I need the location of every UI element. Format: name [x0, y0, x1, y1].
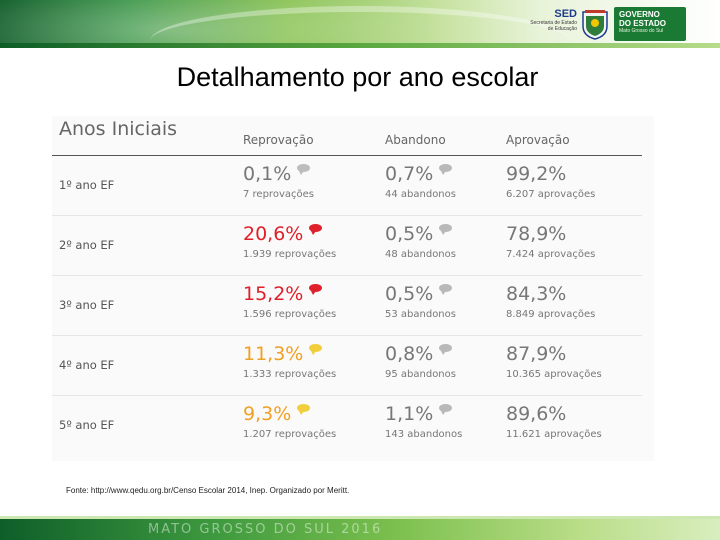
table-row: 1º ano EF 0,1% 7 reprovações 0,7% 44 aba…	[52, 156, 642, 216]
abandono-count: 53 abandonos	[385, 309, 456, 320]
banner-line	[0, 43, 720, 48]
aprovacao-count: 11.621 aprovações	[506, 429, 602, 440]
grade-label: 1º ano EF	[59, 178, 115, 192]
abandono-cell: 0,5% 53 abandonos	[385, 283, 515, 320]
grade-label: 5º ano EF	[59, 418, 115, 432]
aprovacao-count: 6.207 aprovações	[506, 189, 596, 200]
table-row: 4º ano EF 11,3% 1.333 reprovações 0,8% 9…	[52, 336, 642, 396]
aprovacao-cell: 84,3% 8.849 aprovações	[506, 283, 636, 320]
table-header: Anos Iniciais Reprovação Abandono Aprova…	[52, 116, 642, 156]
comment-icon	[309, 224, 323, 235]
government-logo: GOVERNO DO ESTADO Mato Grosso do Sul	[614, 7, 686, 41]
slide-title: Detalhamento por ano escolar	[176, 62, 539, 92]
gov-line2: DO ESTADO	[619, 19, 666, 28]
table-row: 3º ano EF 15,2% 1.596 reprovações 0,5% 5…	[52, 276, 642, 336]
abandono-count: 143 abandonos	[385, 429, 463, 440]
grade-label: 3º ano EF	[59, 298, 115, 312]
sed-line2: de Educação	[547, 26, 577, 32]
sed-logo: SED Secretaria de Estado de Educação	[505, 8, 577, 33]
reprovacao-pct: 11,3%	[243, 343, 304, 365]
table-row: 2º ano EF 20,6% 1.939 reprovações 0,5% 4…	[52, 216, 642, 276]
footer-banner: MATO GROSSO DO SUL 2016	[0, 516, 720, 540]
reprovacao-count: 1.596 reprovações	[243, 309, 337, 320]
grade-label: 4º ano EF	[59, 358, 115, 372]
comment-icon	[439, 284, 453, 295]
header-banner: SED Secretaria de Estado de Educação GOV…	[0, 0, 720, 48]
table-row: 5º ano EF 9,3% 1.207 reprovações 1,1% 14…	[52, 396, 642, 456]
abandono-pct: 0,5%	[385, 223, 434, 245]
grade-label: 2º ano EF	[59, 238, 115, 252]
aprovacao-count: 10.365 aprovações	[506, 369, 602, 380]
reprovacao-count: 1.333 reprovações	[243, 369, 337, 380]
reprovacao-cell: 0,1% 7 reprovações	[243, 163, 373, 200]
gov-sub: Mato Grosso do Sul	[619, 28, 664, 34]
abandono-cell: 1,1% 143 abandonos	[385, 403, 515, 440]
abandono-pct: 0,8%	[385, 343, 434, 365]
aprovacao-cell: 87,9% 10.365 aprovações	[506, 343, 636, 380]
abandono-cell: 0,8% 95 abandonos	[385, 343, 515, 380]
sed-title: SED	[554, 8, 577, 20]
reprovacao-cell: 15,2% 1.596 reprovações	[243, 283, 373, 320]
comment-icon	[297, 404, 311, 415]
comment-icon	[309, 344, 323, 355]
comment-icon	[439, 404, 453, 415]
footer-line	[0, 516, 720, 519]
reprovacao-count: 1.207 reprovações	[243, 429, 337, 440]
aprovacao-pct: 78,9%	[506, 223, 567, 245]
column-header-abandono: Abandono	[385, 133, 446, 147]
source-note: Fonte: http://www.qedu.org.br/Censo Esco…	[66, 486, 350, 495]
aprovacao-cell: 89,6% 11.621 aprovações	[506, 403, 636, 440]
footer-text: MATO GROSSO DO SUL 2016	[148, 522, 383, 537]
aprovacao-pct: 89,6%	[506, 403, 567, 425]
abandono-cell: 0,7% 44 abandonos	[385, 163, 515, 200]
aprovacao-count: 8.849 aprovações	[506, 309, 596, 320]
comment-icon	[439, 224, 453, 235]
reprovacao-pct: 9,3%	[243, 403, 292, 425]
reprovacao-count: 1.939 reprovações	[243, 249, 337, 260]
abandono-count: 48 abandonos	[385, 249, 456, 260]
column-header-aprovacao: Aprovação	[506, 133, 570, 147]
abandono-cell: 0,5% 48 abandonos	[385, 223, 515, 260]
banner-swoosh	[150, 6, 570, 48]
reprovacao-cell: 9,3% 1.207 reprovações	[243, 403, 373, 440]
reprovacao-pct: 20,6%	[243, 223, 304, 245]
sed-line1: Secretaria de Estado	[530, 20, 577, 26]
reprovacao-pct: 15,2%	[243, 283, 304, 305]
comment-icon	[439, 344, 453, 355]
reprovacao-cell: 20,6% 1.939 reprovações	[243, 223, 373, 260]
gov-line1: GOVERNO	[619, 10, 660, 19]
abandono-count: 44 abandonos	[385, 189, 456, 200]
abandono-pct: 0,5%	[385, 283, 434, 305]
aprovacao-cell: 78,9% 7.424 aprovações	[506, 223, 636, 260]
section-title: Anos Iniciais	[59, 118, 178, 140]
aprovacao-pct: 99,2%	[506, 163, 567, 185]
reprovacao-pct: 0,1%	[243, 163, 292, 185]
comment-icon	[309, 284, 323, 295]
abandono-pct: 1,1%	[385, 403, 434, 425]
state-crest-icon	[582, 10, 608, 40]
abandono-pct: 0,7%	[385, 163, 434, 185]
column-header-reprovacao: Reprovação	[243, 133, 314, 147]
comment-icon	[439, 164, 453, 175]
comment-icon	[297, 164, 311, 175]
aprovacao-pct: 84,3%	[506, 283, 567, 305]
aprovacao-count: 7.424 aprovações	[506, 249, 596, 260]
aprovacao-pct: 87,9%	[506, 343, 567, 365]
abandono-count: 95 abandonos	[385, 369, 456, 380]
aprovacao-cell: 99,2% 6.207 aprovações	[506, 163, 636, 200]
reprovacao-count: 7 reprovações	[243, 189, 314, 200]
grade-detail-table: Anos Iniciais Reprovação Abandono Aprova…	[52, 116, 654, 461]
reprovacao-cell: 11,3% 1.333 reprovações	[243, 343, 373, 380]
